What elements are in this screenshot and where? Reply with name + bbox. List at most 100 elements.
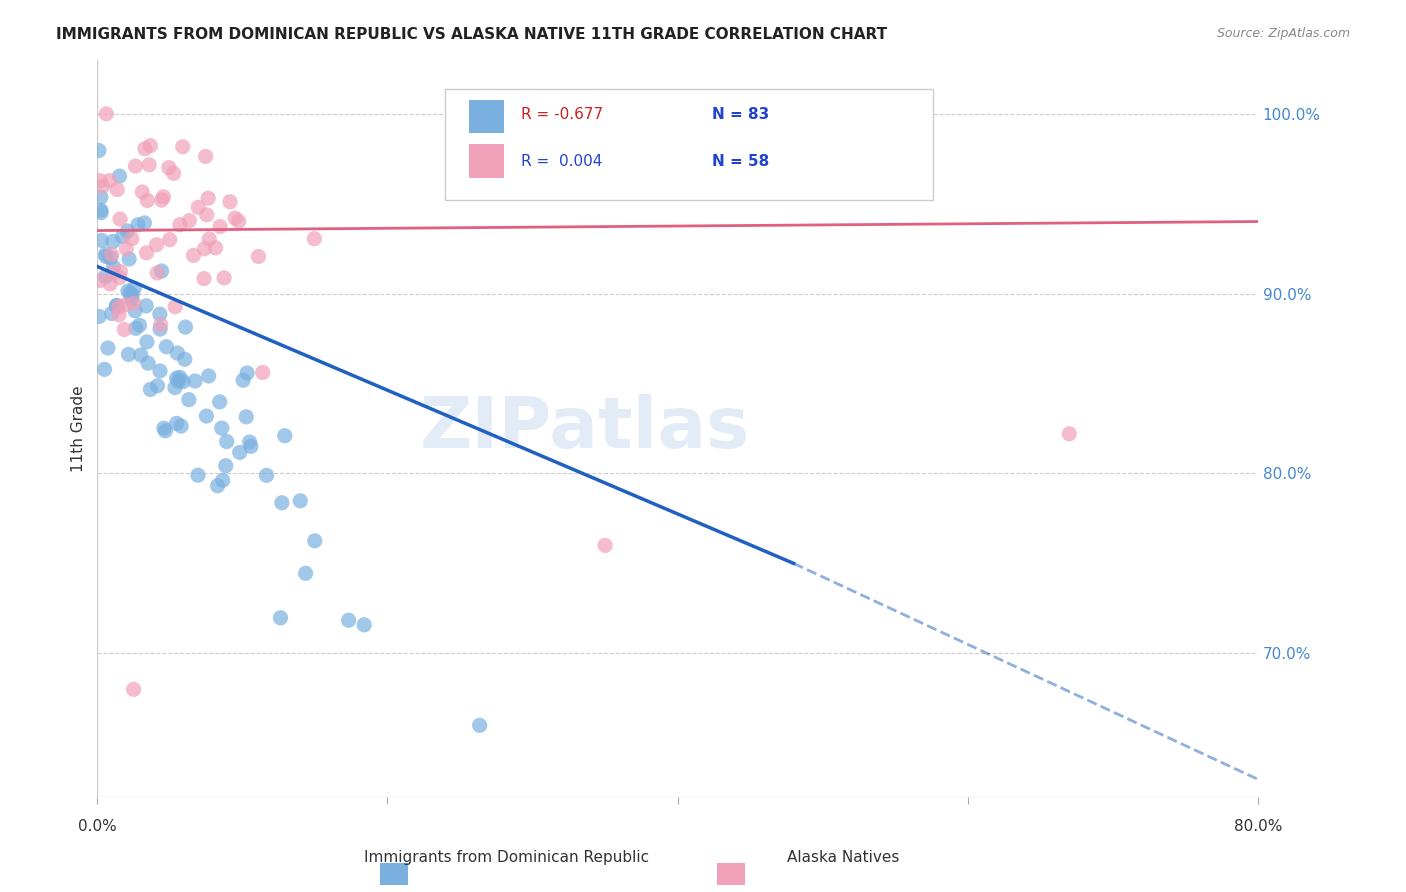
Point	[157, 161, 180, 175]
Point	[177, 392, 200, 407]
Point	[100, 247, 122, 261]
Point	[129, 348, 152, 362]
Point	[163, 166, 186, 180]
Point	[145, 237, 167, 252]
Text: Source: ZipAtlas.com: Source: ZipAtlas.com	[1216, 27, 1350, 40]
Point	[105, 183, 128, 197]
Point	[100, 306, 122, 320]
Point	[1057, 426, 1080, 441]
Point	[209, 219, 232, 234]
Point	[212, 271, 235, 285]
Point	[270, 611, 292, 625]
Point	[270, 496, 292, 510]
Point	[118, 252, 141, 266]
Point	[127, 218, 149, 232]
Point	[90, 203, 112, 218]
Point	[117, 284, 139, 298]
Point	[101, 235, 124, 249]
Point	[114, 298, 136, 312]
Point	[169, 370, 191, 384]
Point	[124, 303, 146, 318]
Point	[247, 250, 270, 264]
Point	[108, 212, 131, 227]
Point	[174, 320, 197, 334]
Bar	[468, 100, 503, 134]
Point	[96, 107, 118, 121]
Point	[105, 298, 128, 312]
Point	[195, 208, 218, 222]
Point	[304, 533, 326, 548]
Point	[211, 421, 233, 435]
Point	[150, 193, 173, 207]
Point	[172, 140, 194, 154]
Point	[149, 364, 172, 378]
Point	[122, 682, 145, 697]
Point	[146, 378, 169, 392]
Point	[112, 322, 135, 336]
Point	[135, 299, 157, 313]
Point	[121, 292, 143, 306]
Point	[98, 173, 121, 187]
Point	[208, 395, 231, 409]
Point	[90, 205, 112, 219]
Point	[256, 468, 278, 483]
Point	[211, 473, 233, 487]
Point	[94, 269, 117, 284]
Point	[194, 149, 217, 163]
Point	[204, 241, 226, 255]
Point	[193, 271, 215, 285]
Point	[195, 409, 218, 423]
Point	[149, 307, 172, 321]
Point	[89, 310, 111, 324]
Point	[193, 242, 215, 256]
Point	[197, 191, 219, 205]
Point	[128, 318, 150, 333]
Point	[100, 251, 122, 265]
Point	[89, 274, 111, 288]
Point	[219, 194, 242, 209]
Text: Alaska Natives: Alaska Natives	[787, 850, 900, 865]
Point	[197, 369, 219, 384]
Point	[224, 211, 246, 226]
Point	[149, 318, 172, 332]
Point	[163, 381, 186, 395]
Point	[468, 718, 491, 732]
Point	[87, 144, 110, 158]
Point	[139, 138, 162, 153]
Point	[593, 538, 616, 552]
Point	[239, 435, 262, 450]
Point	[187, 468, 209, 483]
Point	[207, 479, 229, 493]
Point	[184, 374, 207, 388]
Point	[134, 142, 156, 156]
Point	[239, 439, 262, 453]
Point	[304, 232, 326, 246]
Point	[183, 248, 205, 262]
Point	[170, 419, 193, 434]
Text: R =  0.004: R = 0.004	[522, 154, 602, 169]
Point	[149, 322, 172, 336]
Point	[121, 288, 143, 302]
Point	[153, 421, 176, 435]
Point	[215, 458, 238, 473]
Point	[166, 417, 188, 431]
Point	[89, 174, 111, 188]
Point	[274, 428, 297, 442]
Point	[290, 493, 312, 508]
Point	[139, 383, 162, 397]
Point	[136, 194, 159, 208]
Point	[232, 373, 254, 387]
Point	[150, 264, 173, 278]
Point	[138, 158, 160, 172]
Bar	[468, 145, 503, 178]
Point	[97, 341, 120, 355]
FancyBboxPatch shape	[446, 89, 934, 200]
Point	[166, 371, 188, 385]
Point	[235, 409, 257, 424]
Point	[215, 434, 238, 449]
Point	[228, 214, 250, 228]
Point	[120, 285, 142, 300]
Point	[252, 366, 274, 380]
Point	[236, 366, 259, 380]
Point	[131, 185, 153, 199]
